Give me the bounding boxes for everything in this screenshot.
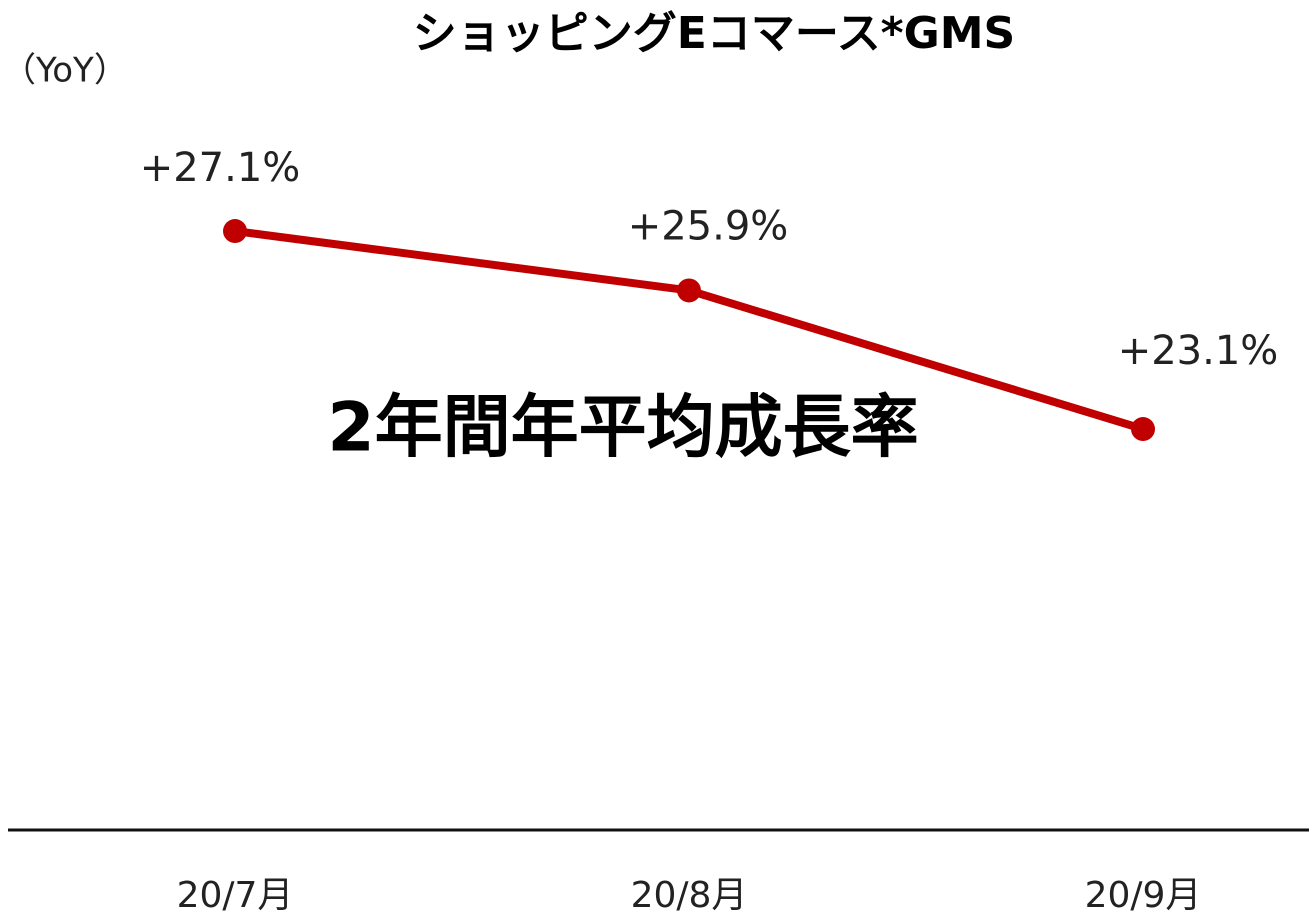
point	[677, 278, 701, 303]
x-tick-label: 20/9月	[1085, 875, 1202, 916]
y-axis-label: （YoY）	[2, 51, 128, 91]
data-label: +23.1%	[1118, 328, 1279, 374]
annotation: 2年間年平均成長率	[327, 389, 918, 468]
x-tick-label: 20/7月	[177, 875, 294, 916]
chart-title: ショッピングEコマース*GMS	[413, 8, 1015, 59]
point	[223, 219, 247, 244]
x-tick-label: 20/8月	[631, 875, 748, 916]
data-label: +27.1%	[140, 145, 301, 191]
data-label: +25.9%	[628, 203, 789, 249]
point	[1131, 417, 1155, 442]
